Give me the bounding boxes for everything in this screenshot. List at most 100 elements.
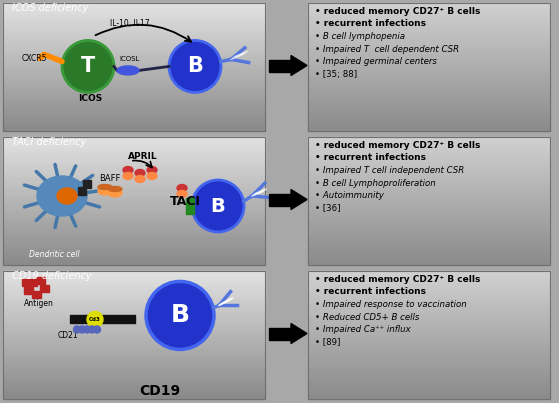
Bar: [308, 182, 550, 184]
Bar: [308, 31, 550, 33]
Bar: [3, 158, 265, 160]
Bar: [308, 212, 550, 214]
Text: • [36]: • [36]: [315, 204, 340, 212]
Bar: [3, 7, 265, 9]
Bar: [308, 75, 550, 78]
Bar: [308, 150, 550, 152]
Bar: [3, 343, 265, 346]
Bar: [3, 348, 265, 350]
Bar: [3, 193, 265, 195]
Bar: [3, 218, 265, 220]
Bar: [3, 333, 265, 335]
Bar: [3, 354, 265, 356]
Bar: [3, 120, 265, 123]
Bar: [3, 335, 265, 337]
Bar: [308, 391, 550, 393]
Text: B: B: [170, 303, 190, 328]
Text: B: B: [187, 56, 203, 77]
Bar: [308, 22, 550, 24]
Bar: [308, 3, 550, 5]
Bar: [308, 50, 550, 52]
Bar: [83, 180, 91, 188]
Bar: [308, 42, 550, 44]
Bar: [3, 261, 265, 263]
Bar: [308, 277, 550, 280]
Bar: [3, 114, 265, 116]
Circle shape: [78, 326, 86, 333]
Bar: [308, 263, 550, 265]
Bar: [40, 285, 49, 293]
Circle shape: [87, 312, 103, 328]
Bar: [3, 33, 265, 35]
Bar: [308, 371, 550, 374]
Bar: [3, 292, 265, 295]
Bar: [308, 90, 550, 93]
Bar: [3, 222, 265, 224]
Bar: [308, 82, 550, 84]
Bar: [3, 42, 265, 44]
Bar: [3, 363, 265, 365]
Text: B: B: [211, 197, 225, 216]
Bar: [36, 277, 45, 285]
Bar: [3, 12, 265, 14]
Bar: [3, 386, 265, 388]
Bar: [3, 395, 265, 397]
Ellipse shape: [135, 175, 145, 183]
Bar: [308, 24, 550, 27]
Bar: [308, 295, 550, 297]
Bar: [3, 271, 265, 273]
Bar: [3, 188, 265, 190]
Bar: [308, 154, 550, 156]
Ellipse shape: [123, 166, 133, 174]
Bar: [3, 216, 265, 218]
Text: • Impaired Ca⁺⁺ influx: • Impaired Ca⁺⁺ influx: [315, 325, 411, 334]
Bar: [308, 156, 550, 158]
Bar: [308, 365, 550, 367]
Bar: [3, 145, 265, 147]
Bar: [308, 314, 550, 316]
Text: • recurrent infections: • recurrent infections: [315, 19, 426, 29]
Bar: [3, 82, 265, 84]
Bar: [3, 318, 265, 320]
Bar: [3, 175, 265, 178]
Bar: [308, 214, 550, 216]
Circle shape: [146, 281, 214, 349]
Bar: [308, 178, 550, 180]
Bar: [308, 286, 550, 288]
Bar: [3, 180, 265, 182]
Text: • reduced memory CD27⁺ B cells: • reduced memory CD27⁺ B cells: [315, 141, 480, 150]
Bar: [308, 101, 550, 103]
Bar: [308, 112, 550, 114]
Bar: [3, 129, 265, 131]
Bar: [308, 380, 550, 382]
Bar: [308, 324, 550, 326]
Ellipse shape: [177, 191, 187, 197]
Bar: [3, 397, 265, 399]
Bar: [308, 367, 550, 369]
Bar: [308, 218, 550, 220]
Bar: [308, 3, 550, 131]
Bar: [3, 328, 265, 331]
Bar: [308, 250, 550, 252]
Bar: [3, 310, 265, 312]
Bar: [308, 393, 550, 395]
Bar: [308, 382, 550, 384]
Bar: [3, 37, 265, 39]
Bar: [308, 193, 550, 195]
Ellipse shape: [117, 66, 139, 75]
Bar: [308, 29, 550, 31]
Bar: [308, 35, 550, 37]
Bar: [3, 60, 265, 63]
Bar: [3, 233, 265, 235]
Bar: [3, 112, 265, 114]
Bar: [308, 386, 550, 388]
Bar: [3, 367, 265, 369]
Bar: [3, 382, 265, 384]
Bar: [308, 186, 550, 188]
Bar: [3, 58, 265, 60]
Text: Dendritic cell: Dendritic cell: [29, 250, 79, 259]
Bar: [308, 231, 550, 233]
Bar: [3, 220, 265, 222]
Text: CD19: CD19: [139, 384, 181, 398]
Bar: [308, 350, 550, 352]
